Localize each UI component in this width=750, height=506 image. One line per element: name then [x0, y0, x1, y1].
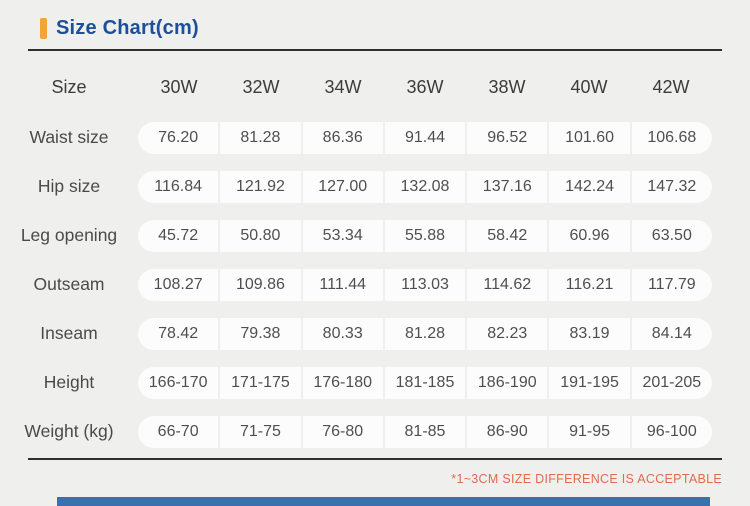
table-cell: 116.21 — [549, 268, 630, 301]
table-row-inseam: Inseam 78.42 79.38 80.33 81.28 82.23 83.… — [0, 309, 750, 358]
column-header: 42W — [652, 76, 690, 97]
row-label: Inseam — [40, 323, 98, 343]
table-cell: 79.38 — [220, 317, 301, 350]
row-label: Outseam — [33, 274, 105, 294]
table-cell: 109.86 — [220, 268, 301, 301]
table-cell: 83.19 — [549, 317, 630, 350]
row-values: 116.84 121.92 127.00 132.08 137.16 142.2… — [138, 170, 712, 203]
table-cell: 142.24 — [549, 170, 630, 203]
title-accent-bar-icon — [40, 18, 47, 39]
table-cell: 121.92 — [220, 170, 301, 203]
table-cell: 117.79 — [631, 268, 712, 301]
table-cell: 181-185 — [384, 366, 466, 399]
row-label: Hip size — [37, 176, 101, 196]
table-cell: 60.96 — [549, 219, 630, 252]
table-cell: 71-75 — [220, 415, 301, 448]
table-cell: 147.32 — [631, 170, 712, 203]
table-cell: 86-90 — [467, 415, 548, 448]
header-label: Size — [51, 76, 87, 97]
table-row-outseam: Outseam 108.27 109.86 111.44 113.03 114.… — [0, 260, 750, 309]
table-cell: 58.42 — [467, 219, 548, 252]
row-label: Leg opening — [20, 225, 118, 245]
table-cell: 171-175 — [220, 366, 301, 399]
table-cell: 91-95 — [549, 415, 630, 448]
table-cell: 137.16 — [467, 170, 548, 203]
table-cell: 66-70 — [138, 415, 219, 448]
row-label: Weight (kg) — [24, 421, 114, 441]
table-cell: 108.27 — [138, 268, 219, 301]
table-cell: 50.80 — [220, 219, 301, 252]
table-cell: 201-205 — [631, 366, 712, 399]
table-cell: 76-80 — [302, 415, 383, 448]
table-cell: 96-100 — [631, 415, 712, 448]
table-row-leg-opening: Leg opening 45.72 50.80 53.34 55.88 58.4… — [0, 211, 750, 260]
table-cell: 111.44 — [302, 268, 383, 301]
table-cell: 116.84 — [138, 170, 219, 203]
column-header: 34W — [324, 76, 362, 97]
size-difference-note: *1~3CM SIZE DIFFERENCE IS ACCEPTABLE — [451, 472, 722, 486]
table-cell: 132.08 — [384, 170, 466, 203]
table-cell: 186-190 — [467, 366, 548, 399]
table-cell: 191-195 — [549, 366, 630, 399]
row-values: 76.20 81.28 86.36 91.44 96.52 101.60 106… — [138, 121, 712, 154]
row-values: 108.27 109.86 111.44 113.03 114.62 116.2… — [138, 268, 712, 301]
table-row-waist: Waist size 76.20 81.28 86.36 91.44 96.52… — [0, 113, 750, 162]
table-cell: 81-85 — [384, 415, 466, 448]
table-cell: 114.62 — [467, 268, 548, 301]
table-row-weight: Weight (kg) 66-70 71-75 76-80 81-85 86-9… — [0, 407, 750, 456]
table-cell: 53.34 — [302, 219, 383, 252]
row-values: 45.72 50.80 53.34 55.88 58.42 60.96 63.5… — [138, 219, 712, 252]
table-row-hip: Hip size 116.84 121.92 127.00 132.08 137… — [0, 162, 750, 211]
table-cell: 91.44 — [384, 121, 466, 154]
column-header: 30W — [160, 76, 198, 97]
top-divider — [28, 49, 722, 51]
table-cell: 127.00 — [302, 170, 383, 203]
column-header: 40W — [570, 76, 608, 97]
table-cell: 106.68 — [631, 121, 712, 154]
table-cell: 176-180 — [302, 366, 383, 399]
table-cell: 55.88 — [384, 219, 466, 252]
table-cell: 84.14 — [631, 317, 712, 350]
table-cell: 86.36 — [302, 121, 383, 154]
table-cell: 78.42 — [138, 317, 219, 350]
row-label: Height — [43, 372, 95, 392]
table-header-row: Size 30W 32W 34W 36W 38W 40W 42W — [0, 61, 750, 113]
table-cell: 80.33 — [302, 317, 383, 350]
table-cell: 63.50 — [631, 219, 712, 252]
table-cell: 81.28 — [384, 317, 466, 350]
row-values: 78.42 79.38 80.33 81.28 82.23 83.19 84.1… — [138, 317, 712, 350]
row-values: 66-70 71-75 76-80 81-85 86-90 91-95 96-1… — [138, 415, 712, 448]
table-cell: 81.28 — [220, 121, 301, 154]
table-cell: 113.03 — [384, 268, 466, 301]
column-header: 36W — [406, 76, 444, 97]
bottom-blue-bar — [57, 497, 710, 506]
size-chart-table: Size 30W 32W 34W 36W 38W 40W 42W Waist s… — [0, 61, 750, 456]
column-header: 38W — [488, 76, 526, 97]
bottom-divider — [28, 458, 722, 460]
table-cell: 82.23 — [467, 317, 548, 350]
column-header: 32W — [242, 76, 280, 97]
title-row: Size Chart(cm) — [0, 0, 750, 40]
table-cell: 76.20 — [138, 121, 219, 154]
table-row-height: Height 166-170 171-175 176-180 181-185 1… — [0, 358, 750, 407]
table-cell: 96.52 — [467, 121, 548, 154]
header-cells: 30W 32W 34W 36W 38W 40W 42W — [138, 77, 712, 98]
page-title: Size Chart(cm) — [56, 17, 199, 39]
row-label: Waist size — [29, 127, 109, 147]
table-cell: 166-170 — [138, 366, 219, 399]
table-cell: 101.60 — [549, 121, 630, 154]
table-cell: 45.72 — [138, 219, 219, 252]
row-values: 166-170 171-175 176-180 181-185 186-190 … — [138, 366, 712, 399]
